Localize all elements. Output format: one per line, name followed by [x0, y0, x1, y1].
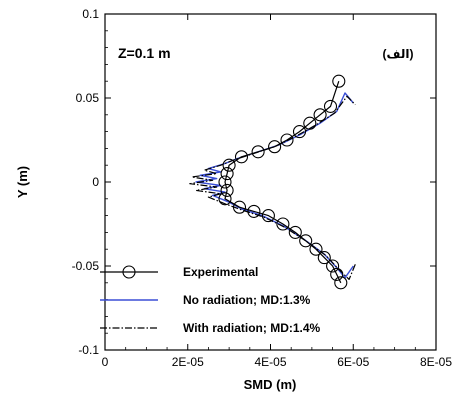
y-tick-label: 0	[92, 175, 99, 189]
annotation-z-label: Z=0.1 m	[118, 45, 171, 61]
y-tick-label: 0.1	[82, 7, 99, 21]
x-tick-label: 2E-05	[172, 355, 204, 369]
legend-label-experimental: Experimental	[183, 265, 258, 279]
annotation-panel-label: (الف)	[383, 47, 414, 61]
y-tick-label: 0.05	[76, 91, 100, 105]
x-tick-label: 8E-05	[420, 355, 452, 369]
legend-label-with-radiation: With radiation; MD:1.4%	[183, 321, 321, 335]
legend-label-no-radiation: No radiation; MD:1.3%	[183, 293, 311, 307]
x-tick-label: 4E-05	[254, 355, 286, 369]
x-tick-label: 0	[102, 355, 109, 369]
y-tick-label: -0.05	[72, 259, 100, 273]
x-axis-title: SMD (m)	[244, 377, 297, 392]
y-axis-title: Y (m)	[15, 166, 30, 198]
x-tick-label: 6E-05	[337, 355, 369, 369]
y-tick-label: -0.1	[78, 343, 99, 357]
